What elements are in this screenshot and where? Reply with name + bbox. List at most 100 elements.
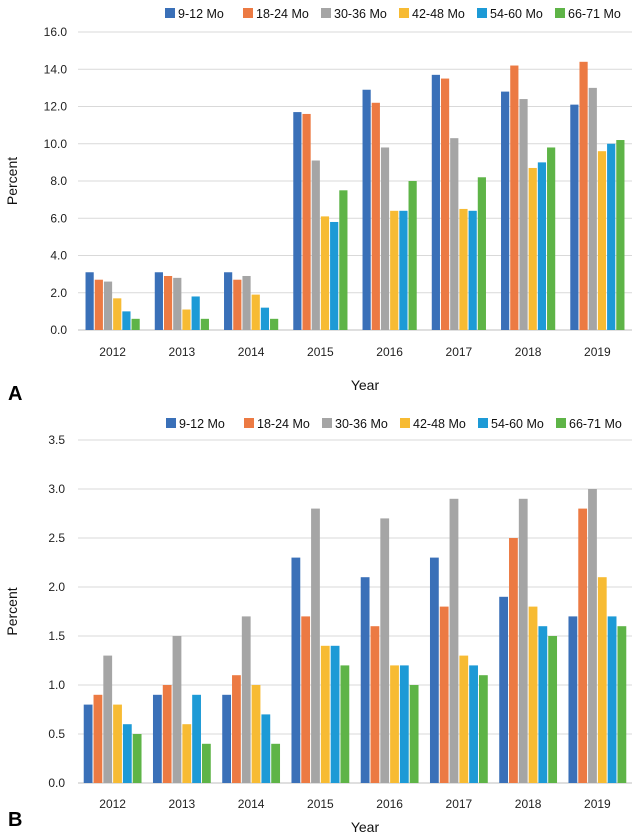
bar-18-24-mo-2013 — [162, 685, 172, 783]
bar-30-36-mo-2017 — [450, 138, 459, 330]
legend: 9-12 Mo 18-24 Mo 30-36 Mo 42-48 Mo 54-60 Mo 6… — [166, 417, 622, 431]
bar-42-48-mo-2019 — [597, 151, 607, 330]
bar-30-36-mo-2017 — [449, 498, 459, 783]
x-tick-label: 2014 — [238, 345, 265, 359]
bar-54-60-mo-2014 — [260, 307, 270, 330]
legend-label: 18-24 Mo — [257, 417, 310, 431]
bar-66-71-mo-2014 — [270, 318, 279, 330]
y-tick-label: 3.5 — [48, 433, 65, 447]
x-tick-label: 2014 — [238, 797, 265, 811]
y-tick-label: 4.0 — [50, 249, 67, 263]
bar-54-60-mo-2018 — [537, 162, 547, 330]
legend-label: 30-36 Mo — [335, 417, 388, 431]
bar-30-36-mo-2015 — [311, 160, 320, 330]
legend-swatch — [166, 418, 176, 428]
bar-18-24-mo-2018 — [510, 65, 519, 331]
bar-18-24-mo-2019 — [578, 508, 588, 783]
bar-42-48-mo-2014 — [251, 294, 260, 330]
x-tick-label: 2019 — [584, 797, 611, 811]
bar-54-60-mo-2014 — [261, 714, 271, 783]
bar-30-36-mo-2019 — [588, 87, 597, 330]
bar-54-60-mo-2017 — [469, 665, 478, 783]
panel-label: B — [8, 809, 22, 831]
bar-42-48-mo-2017 — [459, 655, 469, 783]
bar-18-24-mo-2017 — [439, 606, 449, 783]
bar-54-60-mo-2012 — [122, 724, 132, 783]
y-tick-label: 0.0 — [48, 776, 65, 790]
bar-18-24-mo-2016 — [371, 102, 380, 331]
bar-54-60-mo-2019 — [607, 143, 616, 330]
bar-66-71-mo-2019 — [617, 626, 627, 783]
bar-42-48-mo-2016 — [390, 210, 399, 330]
bar-54-60-mo-2015 — [330, 645, 340, 783]
x-tick-label: 2018 — [515, 797, 542, 811]
bar-66-71-mo-2018 — [548, 636, 558, 783]
x-tick-label: 2017 — [446, 797, 473, 811]
bar-54-60-mo-2018 — [538, 626, 548, 783]
bar-42-48-mo-2014 — [251, 685, 261, 783]
bar-66-71-mo-2017 — [478, 675, 488, 783]
y-tick-label: 0.0 — [50, 323, 67, 337]
bar-42-48-mo-2018 — [528, 167, 537, 330]
bar-18-24-mo-2015 — [302, 113, 311, 330]
y-tick-label: 14.0 — [44, 62, 68, 76]
bar-42-48-mo-2013 — [182, 724, 192, 783]
bar-42-48-mo-2018 — [528, 606, 538, 783]
bar-54-60-mo-2019 — [607, 616, 617, 783]
y-tick-label: 16.0 — [44, 25, 68, 39]
bar-42-48-mo-2015 — [320, 216, 330, 330]
bar-66-71-mo-2012 — [131, 318, 140, 330]
legend-swatch — [478, 418, 488, 428]
bar-18-24-mo-2013 — [163, 275, 173, 330]
legend-label: 54-60 Mo — [491, 417, 544, 431]
bar-18-24-mo-2017 — [440, 78, 450, 330]
bar-30-36-mo-2012 — [103, 655, 113, 783]
bar-9-12-mo-2018 — [501, 91, 510, 330]
bar-54-60-mo-2013 — [192, 694, 201, 783]
bar-66-71-mo-2014 — [271, 743, 281, 783]
bar-66-71-mo-2016 — [408, 181, 417, 330]
bar-30-36-mo-2014 — [241, 616, 251, 783]
bar-54-60-mo-2017 — [468, 210, 477, 330]
x-tick-label: 2013 — [169, 345, 196, 359]
legend-label: 66-71 Mo — [569, 417, 622, 431]
legend-label: 9-12 Mo — [179, 417, 225, 431]
y-tick-label: 0.5 — [48, 727, 65, 741]
bar-30-36-mo-2013 — [173, 277, 182, 330]
bar-54-60-mo-2016 — [399, 665, 409, 783]
bar-30-36-mo-2012 — [103, 281, 113, 330]
bar-18-24-mo-2018 — [509, 538, 518, 783]
legend-label: 66-71 Mo — [568, 7, 621, 21]
bar-9-12-mo-2012 — [83, 704, 93, 783]
bar-30-36-mo-2013 — [172, 636, 182, 783]
y-tick-label: 2.0 — [48, 580, 65, 594]
bar-18-24-mo-2012 — [94, 279, 103, 330]
bar-54-60-mo-2012 — [122, 311, 131, 330]
bar-42-48-mo-2012 — [113, 298, 122, 330]
x-tick-label: 2015 — [307, 797, 334, 811]
legend-swatch — [400, 418, 410, 428]
bar-54-60-mo-2016 — [399, 210, 408, 330]
legend-label: 42-48 Mo — [412, 7, 465, 21]
bar-9-12-mo-2013 — [152, 694, 162, 783]
panel-label: A — [8, 383, 22, 405]
bar-66-71-mo-2017 — [477, 177, 486, 330]
bar-9-12-mo-2019 — [570, 104, 579, 330]
legend-swatch — [322, 418, 332, 428]
bar-42-48-mo-2016 — [390, 665, 399, 783]
bar-54-60-mo-2015 — [330, 221, 339, 330]
y-tick-label: 8.0 — [50, 174, 67, 188]
x-tick-label: 2012 — [99, 345, 126, 359]
bar-66-71-mo-2012 — [132, 734, 142, 783]
bar-42-48-mo-2017 — [459, 208, 468, 330]
bar-30-36-mo-2016 — [380, 518, 390, 783]
legend-swatch — [477, 8, 487, 18]
bar-66-71-mo-2015 — [340, 665, 350, 783]
legend-swatch — [399, 8, 409, 18]
bar-9-12-mo-2015 — [291, 557, 301, 783]
legend-swatch — [321, 8, 331, 18]
bar-30-36-mo-2019 — [588, 489, 597, 783]
bar-9-12-mo-2014 — [222, 694, 232, 783]
bar-18-24-mo-2014 — [232, 675, 241, 783]
